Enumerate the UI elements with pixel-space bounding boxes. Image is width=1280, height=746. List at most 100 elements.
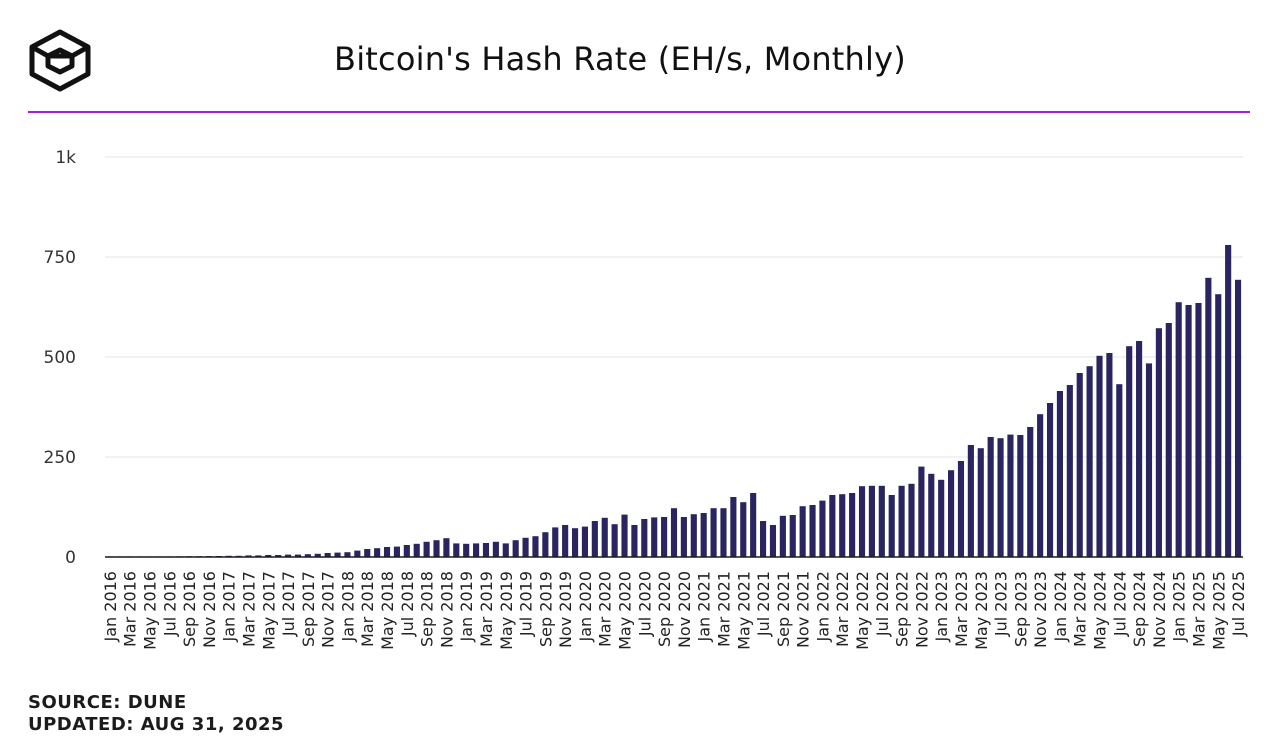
chart-title: Bitcoin's Hash Rate (EH/s, Monthly): [334, 40, 906, 78]
bar: Nov 2021: 127: [799, 506, 806, 557]
bar: Dec 2018: 34: [453, 543, 460, 557]
bar: Apr 2017: 4: [255, 555, 262, 557]
bar: Mar 2017: 4: [245, 555, 252, 557]
x-tick-label: Mar 2024: [1071, 571, 1090, 647]
x-tick-label: Jul 2018: [398, 571, 417, 637]
x-tick-label: May 2023: [972, 571, 991, 650]
bar: Apr 2019: 38: [492, 541, 499, 557]
bar: Jul 2017: 6: [285, 554, 292, 557]
x-tick-label: Jul 2024: [1110, 571, 1129, 637]
x-tick-label: Mar 2017: [239, 571, 258, 647]
bar: Dec 2023: 385: [1046, 403, 1054, 557]
x-tick-label: Mar 2016: [121, 571, 140, 647]
x-tick-label: Jan 2016: [101, 571, 120, 642]
x-tick-label: May 2019: [497, 571, 516, 650]
bar: Jul 2022: 178: [878, 485, 885, 557]
bar: Dec 2022: 208: [928, 473, 935, 557]
x-tick-label: Sep 2022: [893, 571, 912, 647]
bar: Jun 2025: 780: [1225, 245, 1232, 557]
bar: May 2017: 5: [265, 555, 272, 557]
bar: Sep 2021: 103: [779, 515, 786, 557]
bar: Aug 2023: 306: [1007, 434, 1014, 557]
x-tick-label: Nov 2016: [200, 571, 219, 648]
bar: Jan 2019: 33: [463, 543, 470, 557]
x-tick-label: May 2020: [616, 571, 635, 650]
bar: Oct 2017: 8: [314, 553, 321, 557]
bar: Nov 2018: 47: [443, 538, 450, 557]
bar: Oct 2021: 105: [789, 515, 796, 557]
x-tick-label: Jan 2022: [813, 571, 832, 642]
bar: Jun 2017: 5: [275, 555, 282, 557]
x-tick-label: Sep 2023: [1011, 571, 1030, 647]
x-tick-label: Jan 2025: [1170, 571, 1189, 642]
bar: Feb 2018: 16: [354, 550, 361, 557]
bar: Aug 2017: 6: [294, 554, 302, 557]
bar: Feb 2021: 122: [710, 508, 717, 557]
header-divider: [28, 111, 1250, 113]
x-tick-label: Sep 2017: [299, 571, 318, 647]
bar: May 2021: 137: [740, 502, 747, 557]
bar: Jul 2018: 30: [403, 545, 410, 557]
bar: Jun 2023: 300: [987, 437, 994, 557]
bar: Jan 2021: 110: [700, 513, 707, 557]
bar: Apr 2022: 160: [849, 493, 856, 557]
x-tick-label: Nov 2022: [912, 571, 931, 648]
x-tick-label: Nov 2021: [794, 571, 813, 648]
bar: Apr 2024: 477: [1086, 366, 1093, 557]
bar: Sep 2023: 305: [1017, 435, 1024, 557]
y-tick-label: 250: [44, 448, 76, 468]
bar: Jan 2020: 76: [581, 526, 589, 557]
x-tick-label: Jul 2016: [160, 571, 179, 637]
cube-logo-icon: [29, 29, 91, 92]
bar: Jun 2018: 26: [393, 546, 400, 557]
bar: Jul 2021: 90: [759, 521, 767, 557]
bar: Jul 2023: 297: [997, 438, 1004, 557]
bar: May 2025: 657: [1215, 294, 1222, 557]
bar: Oct 2023: 325: [1027, 427, 1034, 557]
bar: Aug 2024: 527: [1126, 346, 1133, 557]
x-tick-label: Mar 2019: [477, 571, 496, 647]
x-tick-label: Sep 2019: [536, 571, 555, 647]
y-tick-label: 1k: [55, 148, 76, 168]
bar: Jan 2023: 193: [938, 479, 945, 557]
x-tick-label: Nov 2017: [319, 571, 338, 648]
x-tick-label: Mar 2018: [358, 571, 377, 647]
bar: Jun 2024: 510: [1106, 353, 1113, 557]
bar: Apr 2023: 280: [967, 445, 974, 557]
bar: Jan 2022: 141: [819, 500, 826, 557]
x-tick-label: May 2024: [1091, 571, 1110, 650]
bar: Oct 2018: 42: [433, 540, 440, 557]
bar: Apr 2020: 82: [611, 524, 618, 557]
x-tick-label: Jul 2025: [1229, 571, 1248, 637]
bar: Apr 2025: 698: [1205, 277, 1212, 557]
x-tick-label: Jan 2017: [220, 571, 239, 642]
bar: Aug 2022: 155: [888, 495, 895, 557]
bar: May 2020: 106: [621, 514, 628, 557]
x-tick-label: Mar 2025: [1189, 571, 1208, 647]
bar: Jul 2025: 693: [1234, 279, 1242, 557]
bar: Sep 2017: 7: [304, 554, 311, 557]
x-tick-label: May 2017: [259, 571, 278, 650]
x-tick-label: Nov 2019: [556, 571, 575, 648]
bar: Oct 2024: 484: [1145, 363, 1153, 557]
bar: May 2024: 503: [1096, 355, 1103, 557]
bar: Oct 2019: 74: [552, 527, 559, 557]
bar: Nov 2020: 100: [680, 517, 687, 557]
x-tick-label: Jan 2023: [932, 571, 951, 642]
bar: Jun 2022: 178: [868, 485, 875, 557]
bar: Oct 2020: 122: [670, 508, 678, 557]
x-tick-label: Jan 2020: [576, 571, 595, 642]
x-tick-label: Nov 2023: [1031, 571, 1050, 648]
bar: May 2019: 34: [502, 543, 509, 557]
bar: May 2018: 25: [383, 547, 391, 557]
bar: Nov 2022: 226: [918, 466, 925, 557]
bar: Feb 2020: 90: [591, 521, 598, 557]
source-label: SOURCE: DUNE: [28, 692, 187, 713]
bar: Nov 2023: 357: [1037, 414, 1044, 557]
bar: Mar 2021: 122: [720, 508, 727, 557]
header: Bitcoin's Hash Rate (EH/s, Monthly): [0, 0, 1280, 114]
x-tick-label: Nov 2020: [675, 571, 694, 648]
bar: Jul 2020: 95: [641, 519, 648, 557]
bar: Jul 2024: 432: [1116, 384, 1123, 557]
